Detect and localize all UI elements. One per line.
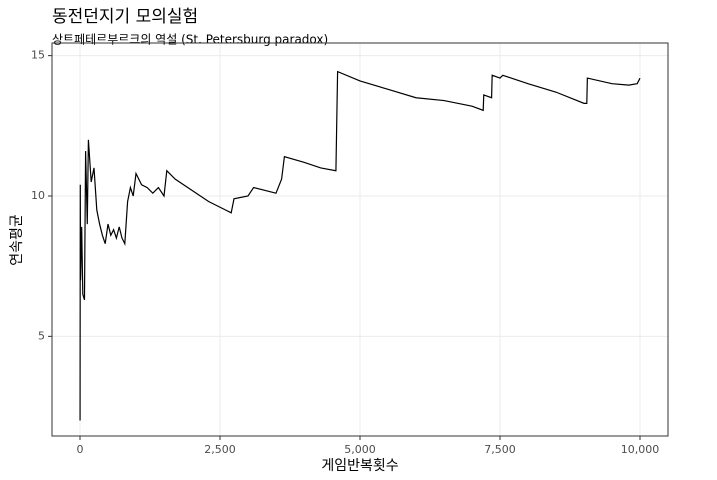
plot-border — [51, 42, 669, 437]
y-tick-label: 5 — [38, 329, 45, 342]
x-tick-label: 5,000 — [344, 443, 376, 456]
x-tick-label: 10,000 — [621, 443, 660, 456]
data-line — [79, 70, 641, 421]
chart-subtitle: 상트페테르부르크의 역설 (St. Petersburg paradox) — [52, 33, 328, 47]
y-axis-label: 연속평균 — [9, 214, 25, 266]
chart-title: 동전던지기 모의실험 — [52, 7, 198, 27]
x-axis-label: 게임반복횟수 — [321, 458, 398, 474]
x-tick-label: 7,500 — [484, 443, 516, 456]
y-tick-label: 15 — [31, 49, 45, 62]
x-tick-label: 0 — [77, 443, 84, 456]
x-tick-label: 2,500 — [204, 443, 236, 456]
y-tick-label: 10 — [31, 189, 45, 202]
